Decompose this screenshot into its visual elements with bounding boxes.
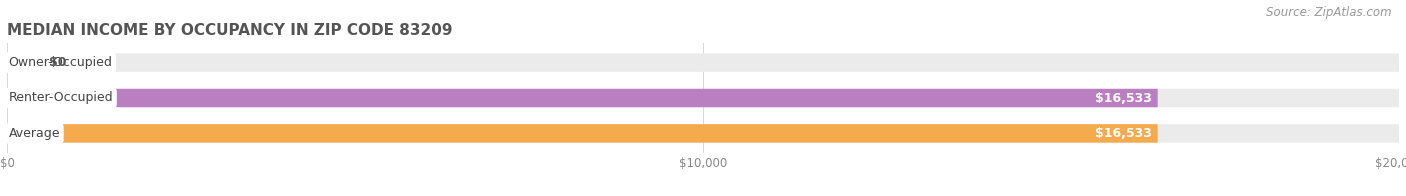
Text: $0: $0 — [49, 56, 66, 69]
Text: $16,533: $16,533 — [1095, 127, 1152, 140]
FancyBboxPatch shape — [7, 89, 1399, 107]
Text: Renter-Occupied: Renter-Occupied — [8, 92, 112, 104]
Text: $16,533: $16,533 — [1095, 92, 1152, 104]
FancyBboxPatch shape — [7, 124, 1399, 143]
Text: Average: Average — [8, 127, 60, 140]
FancyBboxPatch shape — [7, 53, 1399, 72]
FancyBboxPatch shape — [7, 89, 1157, 107]
Text: Owner-Occupied: Owner-Occupied — [8, 56, 112, 69]
FancyBboxPatch shape — [7, 124, 1157, 143]
FancyBboxPatch shape — [7, 53, 32, 72]
Text: Source: ZipAtlas.com: Source: ZipAtlas.com — [1267, 6, 1392, 19]
Text: MEDIAN INCOME BY OCCUPANCY IN ZIP CODE 83209: MEDIAN INCOME BY OCCUPANCY IN ZIP CODE 8… — [7, 23, 453, 38]
